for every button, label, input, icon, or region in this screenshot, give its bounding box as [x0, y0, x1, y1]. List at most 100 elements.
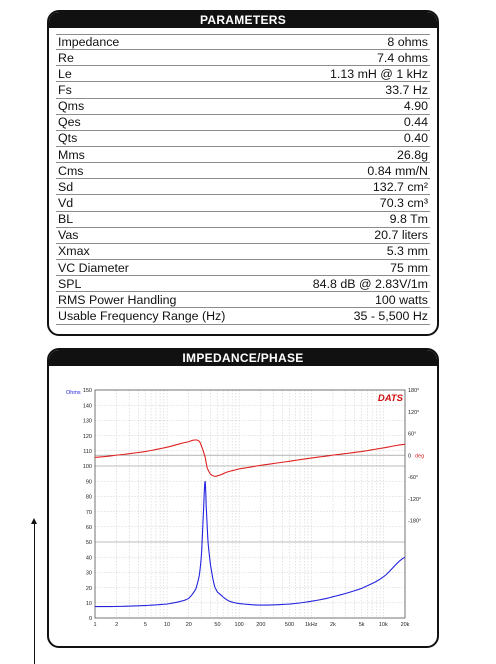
left-axis-label: Ohms	[66, 390, 81, 396]
parameters-title: PARAMETERS	[49, 12, 437, 28]
dats-logo: DATS	[378, 393, 404, 404]
x-tick-label: 50	[214, 622, 220, 628]
parameter-row: Le 1.13 mH @ 1 kHz	[56, 66, 430, 83]
parameter-value: 7.4 ohms	[377, 50, 428, 65]
parameter-value: 9.8 Tm	[389, 212, 428, 227]
parameter-row: VC Diameter 75 mm	[56, 260, 430, 277]
y-tick-label: 110	[83, 449, 92, 455]
y-tick-label: 80	[86, 495, 92, 501]
y-tick-label: 140	[83, 403, 92, 409]
x-tick-label: 2k	[330, 622, 336, 628]
parameters-panel: PARAMETERS Impedance 8 ohms Re 7.4 ohms Le 1.…	[47, 10, 439, 336]
parameter-value: 100 watts	[374, 292, 428, 307]
parameter-value: 35 - 5,500 Hz	[353, 308, 428, 323]
plot-area	[95, 390, 405, 618]
x-tick-label: 5	[144, 622, 147, 628]
y-tick-label: 50	[86, 540, 92, 546]
parameter-value: 0.44	[403, 115, 428, 130]
parameter-row: Vd 70.3 cm³	[56, 195, 430, 212]
right-axis-label: deg	[415, 453, 424, 459]
parameter-row: Qes 0.44	[56, 115, 430, 131]
parameter-label: Re	[58, 50, 74, 65]
y-tick-label: 20	[86, 586, 92, 592]
parameter-row: Qms 4.90	[56, 99, 430, 115]
phase-curve	[94, 439, 406, 477]
parameter-label: Fs	[58, 83, 72, 97]
parameter-row: Impedance 8 ohms	[56, 34, 430, 51]
x-tick-label: 5k	[359, 622, 365, 628]
parameter-row: Vas 20.7 liters	[56, 228, 430, 244]
impedance-phase-chart: 0102030405060708090100110120130140150Ohm…	[66, 388, 424, 628]
parameter-label: Vas	[58, 228, 79, 243]
x-tick-label: 100	[235, 622, 244, 628]
plot-frame	[94, 389, 406, 619]
parameter-row: BL 9.8 Tm	[56, 212, 430, 228]
parameter-value: 132.7 cm²	[372, 179, 428, 194]
parameter-value: 70.3 cm³	[379, 195, 428, 210]
parameter-label: Qms	[58, 99, 85, 114]
impedance-curve	[94, 481, 406, 608]
parameter-row: SPL 84.8 dB @ 2.83V/1m	[56, 276, 430, 293]
x-tick-label: 200	[256, 622, 265, 628]
parameter-label: VC Diameter	[58, 260, 129, 275]
parameter-value: 26.8g	[396, 147, 428, 162]
parameter-value: 0.40	[403, 131, 428, 146]
parameter-label: Cms	[58, 163, 84, 178]
y2-tick-label: 60°	[408, 432, 416, 438]
parameter-label: Mms	[58, 147, 85, 162]
impedance-phase-title: IMPEDANCE/PHASE	[49, 350, 437, 366]
x-tick-label: 500	[285, 622, 294, 628]
parameter-value: 5.3 mm	[386, 244, 428, 259]
parameter-value: 20.7 liters	[374, 228, 428, 243]
x-tick-label: 1	[93, 622, 96, 628]
y-tick-label: 70	[86, 510, 92, 516]
parameter-row: Cms 0.84 mm/N	[56, 163, 430, 180]
parameter-value: 4.90	[403, 99, 428, 114]
parameter-row: Mms 26.8g	[56, 147, 430, 164]
parameter-label: Impedance	[58, 35, 120, 50]
parameter-value: 33.7 Hz	[385, 83, 428, 97]
y2-tick-label: -180°	[408, 518, 421, 524]
y-tick-label: 120	[83, 434, 92, 440]
parameter-row: Sd 132.7 cm²	[56, 179, 430, 196]
y-tick-label: 90	[86, 479, 92, 485]
parameter-label: Qes	[58, 115, 81, 130]
y-tick-label: 30	[86, 571, 92, 577]
y-tick-label: 40	[86, 555, 92, 561]
y2-tick-label: 180°	[408, 388, 419, 394]
impedance-phase-panel: IMPEDANCE/PHASE 0 10 20 30 40 50 60 70 80 90 100 11…	[47, 348, 439, 648]
y-tick-label: 60	[86, 525, 92, 531]
parameter-label: Sd	[58, 179, 74, 194]
y-tick-label: 0	[89, 616, 92, 622]
parameter-value: 8 ohms	[387, 35, 428, 50]
y2-tick-label: -120°	[408, 497, 421, 503]
parameter-row: Qts 0.40	[56, 131, 430, 147]
parameter-row: Re 7.4 ohms	[56, 50, 430, 67]
y2-tick-label: 120°	[408, 410, 419, 416]
y-tick-label: 130	[83, 419, 92, 425]
x-tick-label: 1kHz	[305, 622, 318, 628]
x-tick-label: 2	[115, 622, 118, 628]
parameter-row: Usable Frequency Range (Hz) 35 - 5,500 Hz	[56, 308, 430, 325]
x-tick-label: 10k	[379, 622, 388, 628]
parameter-label: SPL	[58, 276, 82, 291]
y2-tick-label: 0	[408, 453, 411, 459]
parameter-value: 1.13 mH @ 1 kHz	[330, 66, 428, 81]
parameter-label: RMS Power Handling	[58, 292, 177, 307]
parameter-label: BL	[58, 212, 74, 227]
parameter-label: Xmax	[58, 244, 90, 259]
parameter-row: Xmax 5.3 mm	[56, 244, 430, 260]
x-tick-label: 20	[186, 622, 192, 628]
parameter-value: 0.84 mm/N	[367, 163, 428, 178]
parameter-label: Vd	[58, 195, 74, 210]
x-tick-label: 10	[164, 622, 170, 628]
x-tick-label: 20k	[401, 622, 410, 628]
parameters-table: Impedance 8 ohms Re 7.4 ohms Le 1.13 mH @ 1 k…	[56, 34, 430, 325]
parameter-label: Le	[58, 66, 72, 81]
parameter-label: Usable Frequency Range (Hz)	[58, 308, 226, 323]
margin-line	[34, 522, 35, 664]
y-tick-label: 150	[83, 388, 92, 394]
parameter-value: 75 mm	[390, 260, 428, 275]
parameter-label: Qts	[58, 131, 78, 146]
y-tick-label: 10	[86, 601, 92, 607]
